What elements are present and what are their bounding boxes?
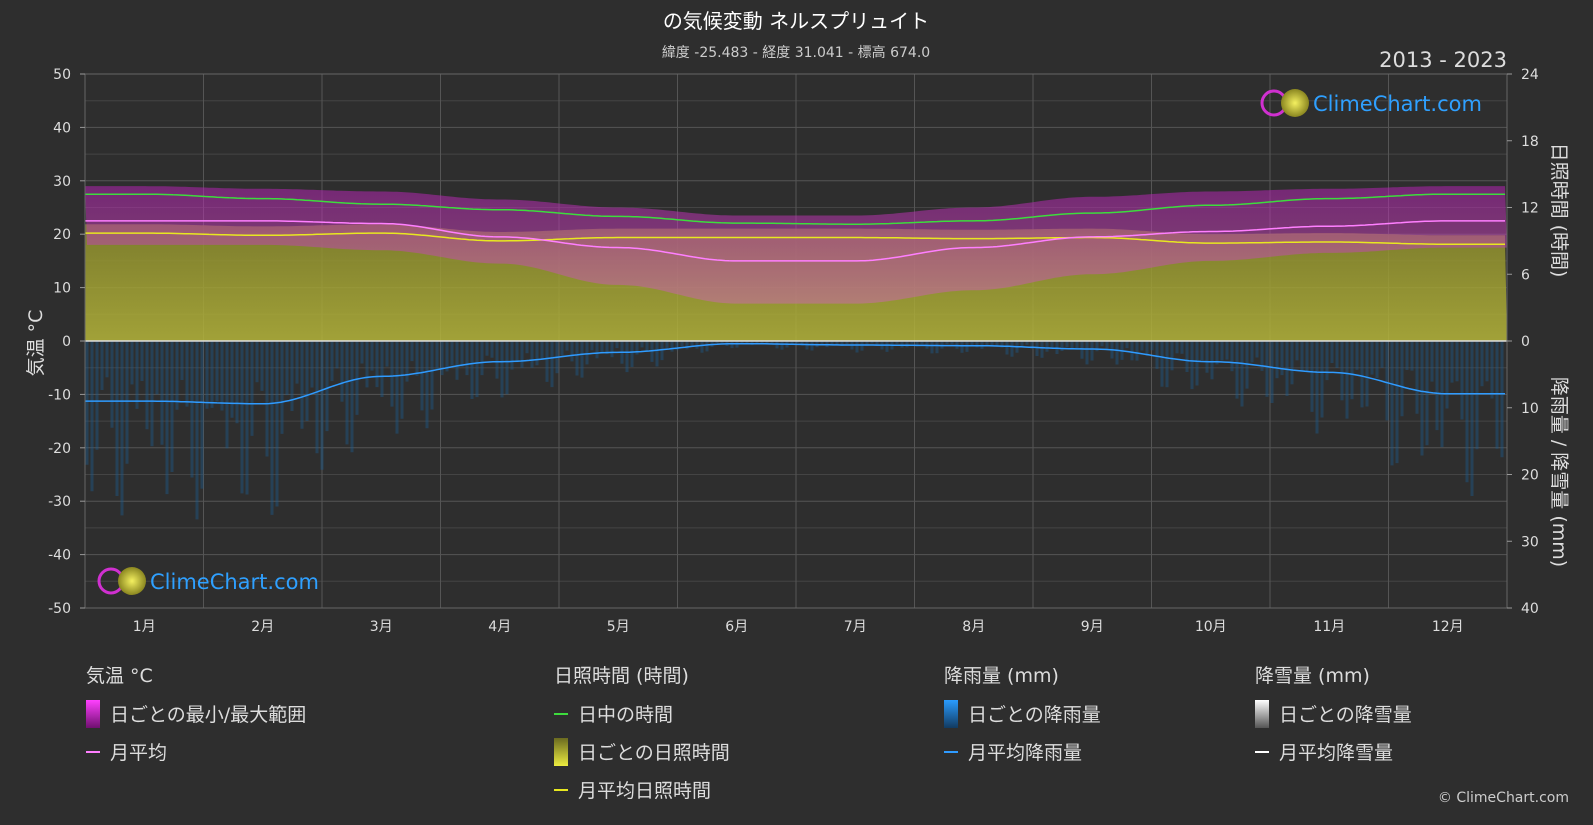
y-right-top-tick-label: 24 bbox=[1521, 67, 1539, 83]
legend-label: 月平均降雪量 bbox=[1279, 742, 1393, 764]
legend-swatch-icon bbox=[944, 700, 958, 728]
y-right-bottom-tick-label: 40 bbox=[1521, 601, 1539, 617]
y-axis-left-label: 気温 °C bbox=[25, 310, 47, 377]
x-month-label: 10月 bbox=[1195, 619, 1227, 635]
legend-heading: 気温 °C bbox=[86, 665, 153, 687]
x-month-label: 7月 bbox=[844, 619, 867, 635]
y-left-tick-label: -20 bbox=[48, 441, 71, 457]
sunshine-avg-line bbox=[85, 232, 1505, 245]
y-right-top-tick-label: 12 bbox=[1521, 201, 1539, 217]
legend-item: 月平均 bbox=[86, 742, 167, 764]
rain-avg-line bbox=[85, 342, 1505, 405]
y-axis-right-top-label: 日照時間 (時間) bbox=[1548, 143, 1570, 278]
legend-heading: 降雪量 (mm) bbox=[1255, 665, 1370, 687]
legend-item: 日ごとの最小/最大範囲 bbox=[86, 700, 306, 728]
y-left-tick-label: 40 bbox=[53, 120, 71, 136]
x-month-label: 3月 bbox=[370, 619, 393, 635]
x-month-label: 12月 bbox=[1432, 619, 1464, 635]
legend-swatch-icon bbox=[86, 700, 100, 728]
x-month-label: 4月 bbox=[488, 619, 511, 635]
y-right-bottom-tick-label: 20 bbox=[1521, 468, 1539, 484]
legend-label: 日ごとの日照時間 bbox=[578, 742, 730, 764]
y-right-bottom-tick-label: 30 bbox=[1521, 534, 1539, 550]
x-month-label: 2月 bbox=[251, 619, 274, 635]
copyright: © ClimeChart.com bbox=[1438, 790, 1569, 806]
watermark-bottom: ClimeChart.com bbox=[97, 567, 319, 595]
legend-item: 日ごとの日照時間 bbox=[554, 738, 730, 766]
y-right-bottom-tick-label: 10 bbox=[1521, 401, 1539, 417]
daylight-hours-line bbox=[85, 193, 1505, 225]
y-left-tick-label: -50 bbox=[48, 601, 71, 617]
x-month-label: 8月 bbox=[962, 619, 985, 635]
x-month-label: 1月 bbox=[133, 619, 156, 635]
watermark-bottom-text: ClimeChart.com bbox=[150, 570, 319, 594]
logo-sun-icon bbox=[118, 567, 146, 595]
legend-label: 月平均降雨量 bbox=[968, 742, 1082, 764]
x-month-label: 9月 bbox=[1081, 619, 1104, 635]
watermark-top: ClimeChart.com bbox=[1260, 89, 1482, 117]
legend-swatch-icon bbox=[554, 738, 568, 766]
y-left-tick-label: 50 bbox=[53, 67, 71, 83]
period-label: 2013 - 2023 bbox=[1379, 48, 1507, 72]
temp-avg-line bbox=[85, 220, 1505, 262]
legend-label: 日ごとの降雨量 bbox=[968, 704, 1101, 726]
logo-sun-icon bbox=[1281, 89, 1309, 117]
legend-label: 日ごとの最小/最大範囲 bbox=[110, 704, 306, 726]
y-left-tick-label: -40 bbox=[48, 548, 71, 564]
daily-temp-range-band bbox=[85, 186, 1507, 304]
y-left-tick-label: 0 bbox=[62, 334, 71, 350]
legend-label: 月平均 bbox=[110, 742, 167, 764]
legend-item: 月平均日照時間 bbox=[554, 780, 711, 802]
legend-item: 日ごとの降雪量 bbox=[1255, 700, 1412, 728]
x-month-label: 5月 bbox=[607, 619, 630, 635]
axes: 50 40 30 20 10 0 -10 -20 -30 -40 -50 24 18 12 6 0 10 20 30… bbox=[48, 67, 1539, 635]
legend-heading: 降雨量 (mm) bbox=[944, 665, 1059, 687]
watermark-top-text: ClimeChart.com bbox=[1313, 92, 1482, 116]
data-layer bbox=[85, 186, 1507, 520]
legend-item: 月平均降雪量 bbox=[1255, 742, 1393, 764]
y-left-tick-label: 20 bbox=[53, 227, 71, 243]
x-month-label: 11月 bbox=[1313, 619, 1345, 635]
y-left-tick-label: -30 bbox=[48, 494, 71, 510]
legend-label: 日中の時間 bbox=[578, 704, 673, 726]
legend-swatch-icon bbox=[1255, 700, 1269, 728]
legend-item: 日ごとの降雨量 bbox=[944, 700, 1101, 728]
y-right-top-tick-label: 0 bbox=[1521, 334, 1530, 350]
y-axis-right-bottom-label: 降雨量 / 降雪量 (mm) bbox=[1548, 377, 1570, 567]
chart-subtitle: 緯度 -25.483 - 経度 31.041 - 標高 674.0 bbox=[662, 44, 930, 61]
legend-item: 日中の時間 bbox=[554, 704, 673, 726]
y-right-top-tick-label: 6 bbox=[1521, 267, 1530, 283]
chart-title: の気候変動 ネルスプリュイト bbox=[663, 9, 929, 33]
y-right-top-tick-label: 18 bbox=[1521, 134, 1539, 150]
y-left-tick-label: 30 bbox=[53, 174, 71, 190]
y-left-tick-label: -10 bbox=[48, 387, 71, 403]
x-month-label: 6月 bbox=[725, 619, 748, 635]
y-left-tick-label: 10 bbox=[53, 281, 71, 297]
legend-item: 月平均降雨量 bbox=[944, 742, 1082, 764]
legend-label: 日ごとの降雪量 bbox=[1279, 704, 1412, 726]
legend-heading: 日照時間 (時間) bbox=[554, 665, 689, 687]
legend-label: 月平均日照時間 bbox=[578, 780, 711, 802]
